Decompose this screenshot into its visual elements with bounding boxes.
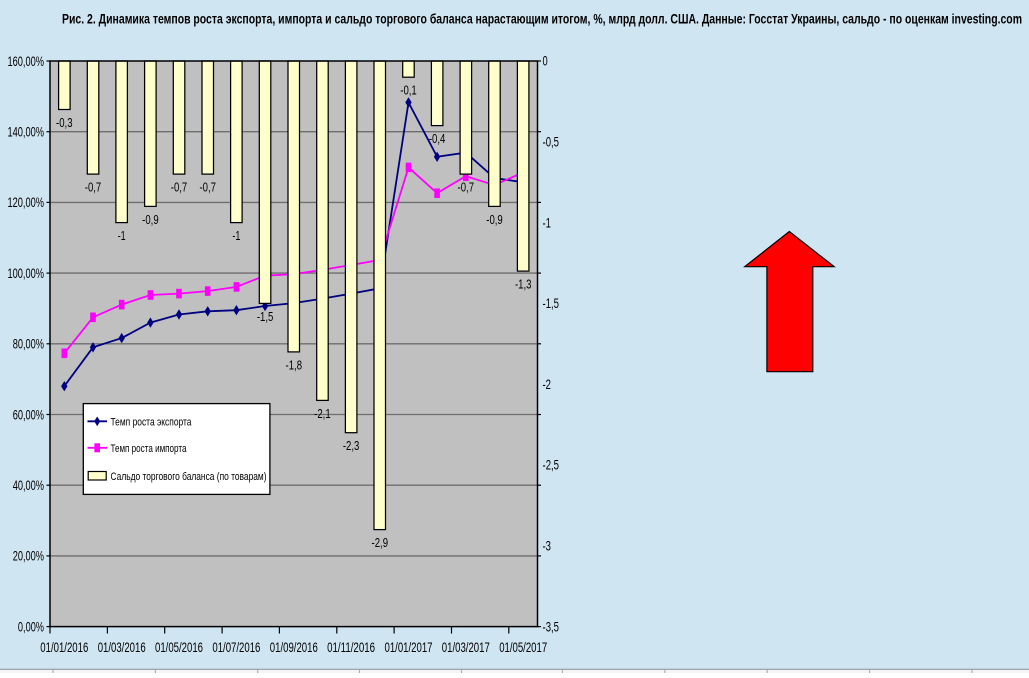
svg-text:-0,3: -0,3 — [56, 115, 73, 130]
svg-text:-1: -1 — [543, 215, 552, 230]
svg-text:01/07/2016: 01/07/2016 — [212, 640, 260, 655]
svg-text:01/09/2016: 01/09/2016 — [270, 640, 318, 655]
svg-text:01/11/2016: 01/11/2016 — [327, 640, 375, 655]
svg-text:-1,5: -1,5 — [543, 296, 560, 311]
svg-text:120,00%: 120,00% — [8, 194, 45, 210]
svg-text:-0,5: -0,5 — [543, 135, 560, 150]
svg-text:-2,9: -2,9 — [372, 535, 389, 550]
svg-text:Темп роста экспорта: Темп роста экспорта — [111, 416, 193, 428]
svg-text:01/05/2017: 01/05/2017 — [499, 640, 547, 655]
svg-text:01/03/2017: 01/03/2017 — [442, 640, 490, 655]
svg-text:-2,5: -2,5 — [543, 458, 560, 473]
svg-text:100,00%: 100,00% — [8, 265, 45, 281]
svg-text:01/01/2017: 01/01/2017 — [385, 640, 433, 655]
svg-text:-0,7: -0,7 — [85, 180, 102, 195]
svg-text:0: 0 — [543, 54, 548, 69]
svg-text:-2,3: -2,3 — [343, 438, 360, 453]
svg-text:140,00%: 140,00% — [8, 124, 45, 140]
svg-text:80,00%: 80,00% — [13, 336, 44, 352]
svg-text:-0,9: -0,9 — [486, 212, 503, 227]
svg-text:-3,5: -3,5 — [543, 619, 560, 634]
svg-text:160,00%: 160,00% — [8, 53, 45, 69]
svg-text:-1: -1 — [118, 228, 126, 243]
svg-text:-0,7: -0,7 — [199, 180, 216, 195]
svg-text:01/03/2016: 01/03/2016 — [98, 640, 146, 655]
svg-text:40,00%: 40,00% — [13, 477, 44, 493]
svg-text:-0,7: -0,7 — [458, 180, 475, 195]
svg-text:01/01/2016: 01/01/2016 — [40, 640, 88, 655]
svg-text:-3: -3 — [543, 539, 552, 554]
svg-text:-1: -1 — [232, 228, 240, 243]
svg-text:-1,8: -1,8 — [286, 357, 303, 372]
svg-text:-0,9: -0,9 — [142, 212, 159, 227]
svg-text:-0,7: -0,7 — [171, 180, 188, 195]
svg-text:-1,3: -1,3 — [515, 277, 532, 292]
svg-text:01/05/2016: 01/05/2016 — [155, 640, 203, 655]
svg-text:-1,5: -1,5 — [257, 309, 274, 324]
svg-text:-2,1: -2,1 — [314, 406, 331, 421]
svg-text:-0,4: -0,4 — [429, 131, 446, 146]
svg-text:Темп роста импорта: Темп роста импорта — [111, 443, 188, 455]
svg-text:Рис. 2. Динамика темпов роста: Рис. 2. Динамика темпов роста экспорта, … — [62, 11, 1022, 26]
svg-text:0,00%: 0,00% — [18, 618, 44, 634]
svg-text:60,00%: 60,00% — [13, 406, 44, 422]
svg-text:20,00%: 20,00% — [13, 548, 44, 564]
svg-text:-0,1: -0,1 — [400, 83, 417, 98]
svg-text:Сальдо торгового баланса (по т: Сальдо торгового баланса (по товарам) — [111, 471, 267, 483]
svg-text:-2: -2 — [543, 377, 552, 392]
